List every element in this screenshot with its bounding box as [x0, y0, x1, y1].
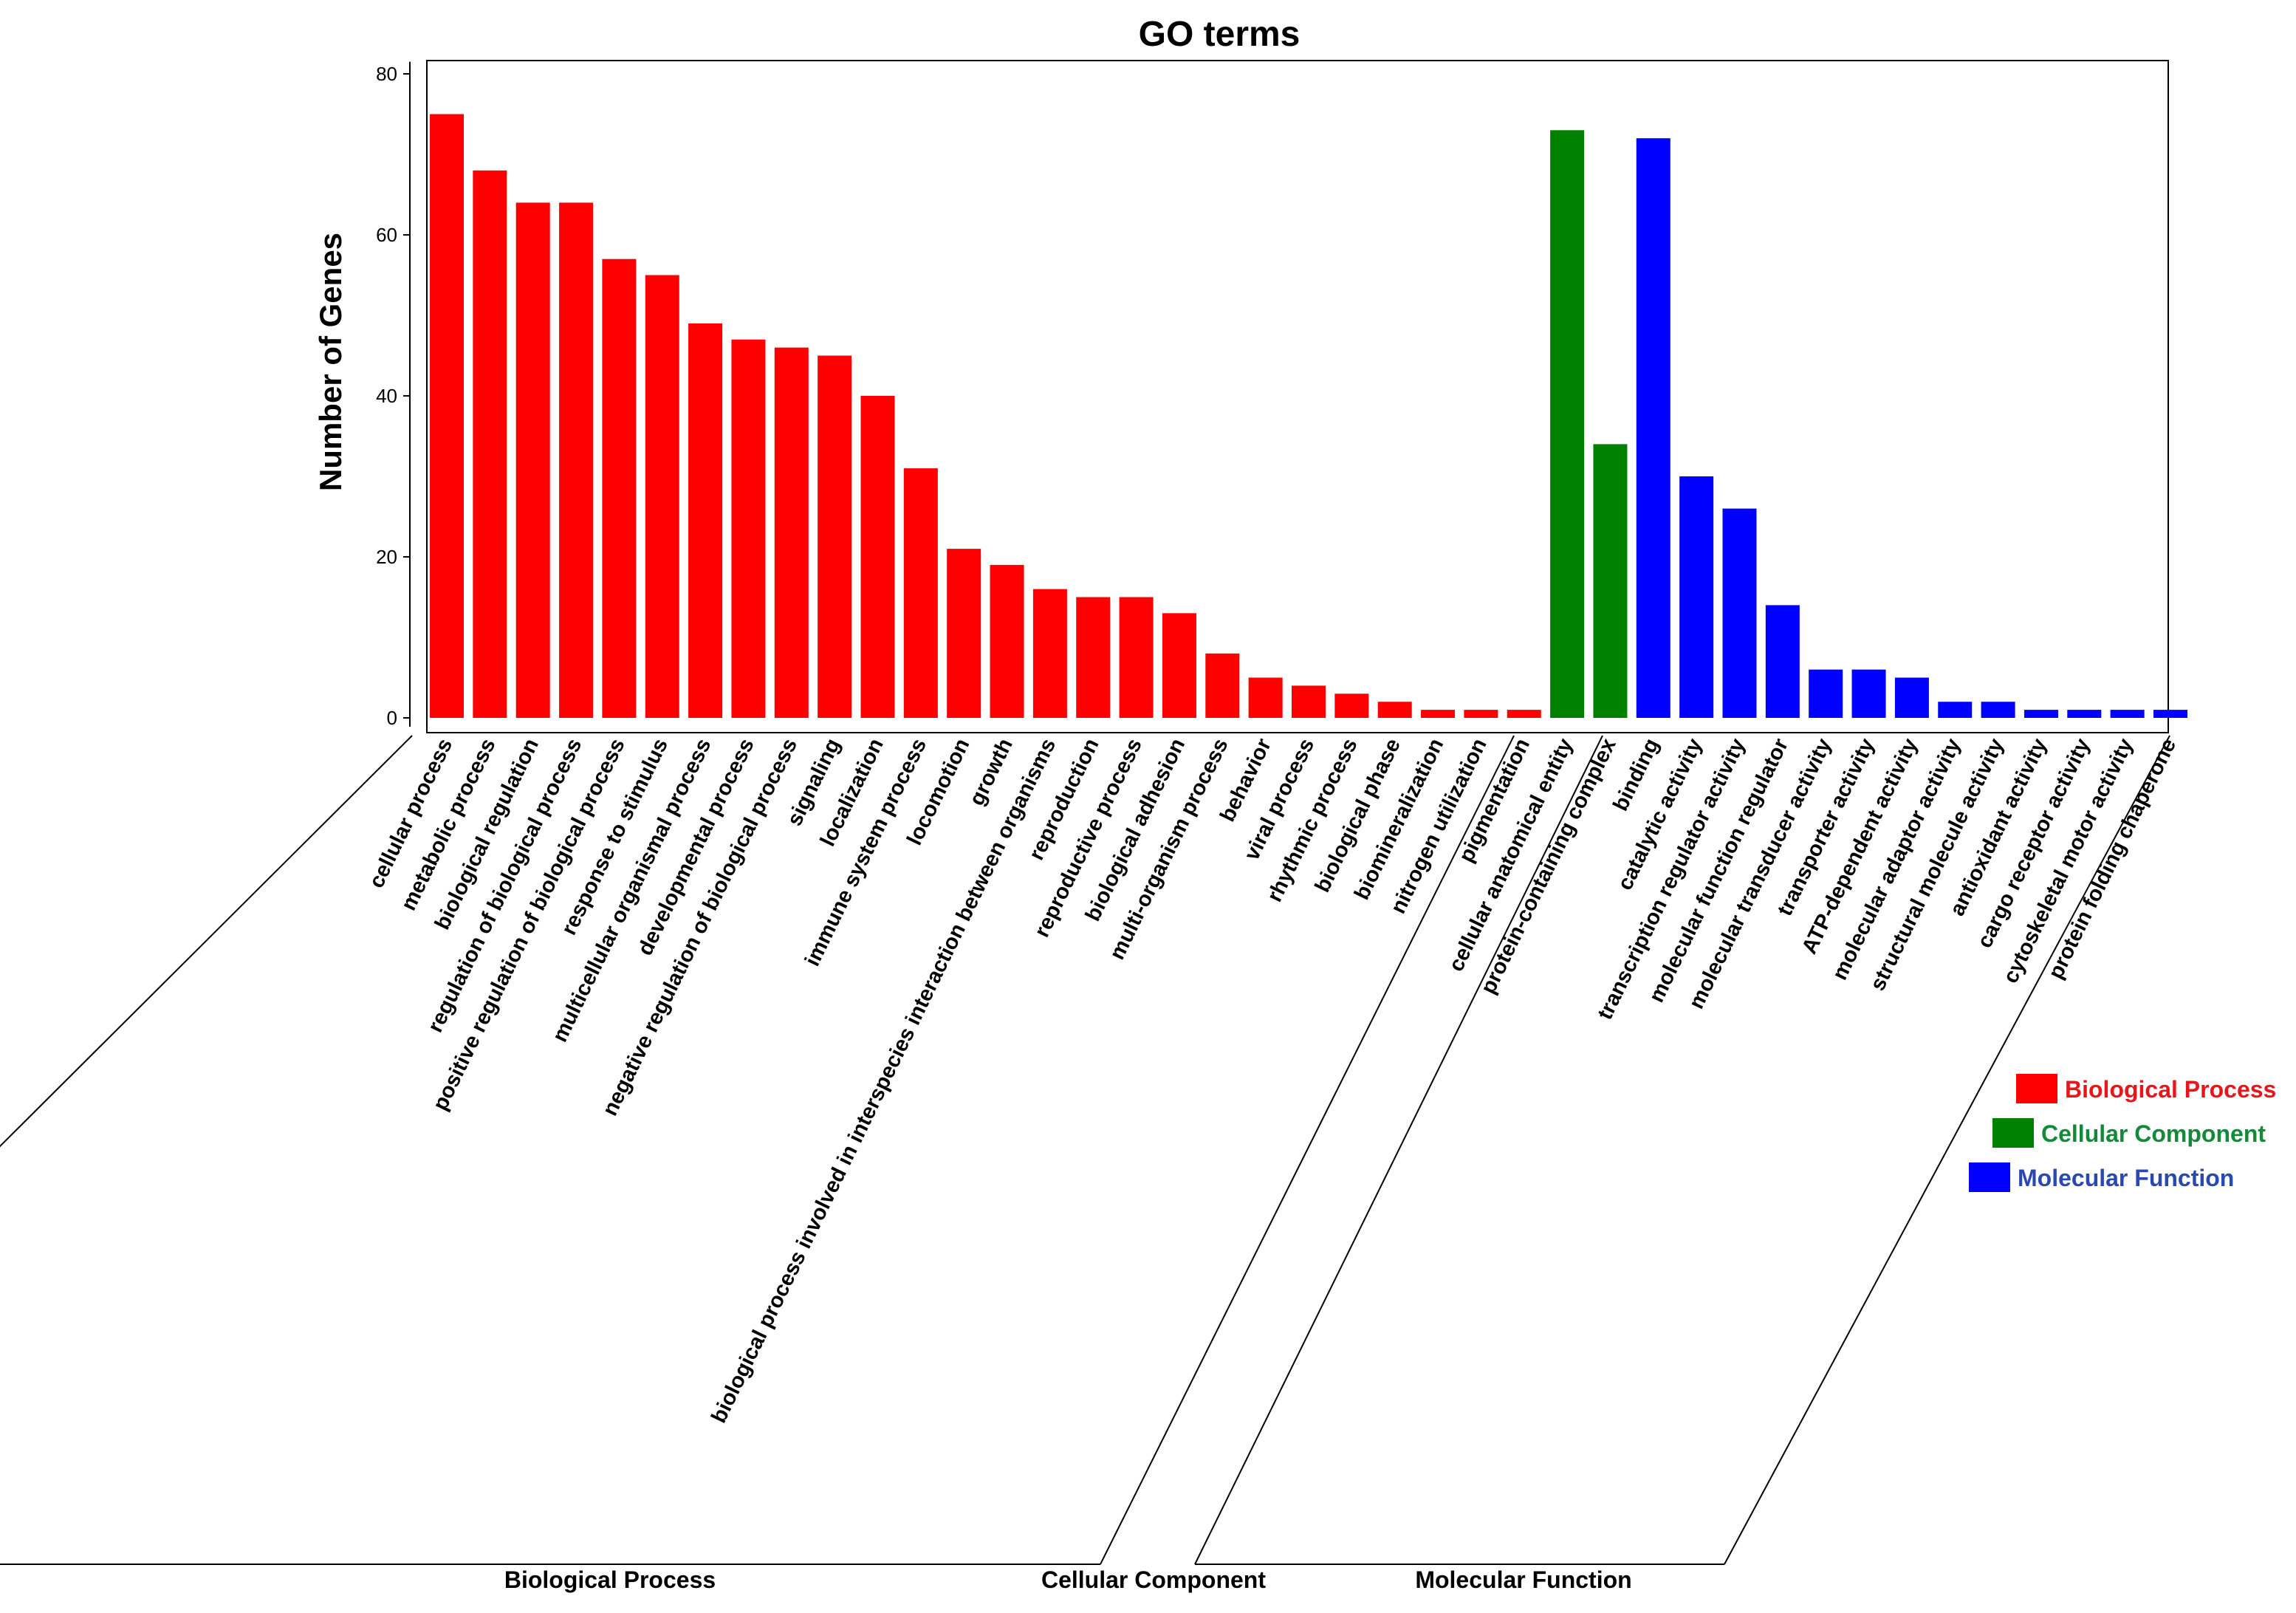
legend-swatch-cellular-component	[1992, 1118, 2034, 1148]
y-axis: 0 20 40 60 80	[376, 61, 411, 729]
bar-reproduction	[1076, 597, 1111, 718]
legend-swatch-molecular-function	[1969, 1162, 2010, 1192]
bar-atp-dependent-activity	[1894, 677, 1929, 718]
bar-growth	[990, 564, 1024, 718]
bar-biological-regulation	[515, 202, 550, 718]
bar-negative-regulation-of-biological-process	[774, 347, 809, 718]
bar-multi-organism-process	[1205, 653, 1240, 718]
bracket-right-diagonal	[1724, 735, 2170, 1565]
bar-biological-process-involved-in-interspecies-interaction-between-organisms	[1032, 589, 1067, 718]
bar-biological-phase	[1377, 702, 1412, 718]
bar-antioxidant-activity	[2023, 710, 2058, 718]
group-label-biological-process: Biological Process	[504, 1566, 716, 1593]
group-label-cellular-component: Cellular Component	[1041, 1566, 1266, 1593]
bar-immune-system-process	[903, 468, 938, 718]
bar-signaling	[818, 355, 852, 718]
bar-behavior	[1248, 677, 1283, 718]
bar-molecular-function-regulator	[1765, 605, 1800, 718]
y-tick-label: 80	[376, 63, 397, 85]
bar-localization	[860, 396, 895, 718]
bar-viral-process	[1292, 685, 1326, 718]
bar-pigmentation	[1507, 710, 1541, 718]
bar-catalytic-activity	[1679, 476, 1714, 718]
bar-nitrogen-utilization	[1464, 710, 1498, 718]
bar-molecular-transducer-activity	[1809, 669, 1843, 718]
bar-locomotion	[947, 549, 981, 718]
bar-cytoskeletal-motor-activity	[2110, 710, 2145, 718]
bar-transcription-regulator-activity	[1722, 508, 1757, 718]
bar-regulation-of-biological-process	[559, 202, 594, 718]
legend-label-molecular-function: Molecular Function	[2018, 1165, 2234, 1191]
y-tick-label: 40	[376, 385, 397, 407]
bracket-bp-cc-diagonal	[1100, 735, 1515, 1565]
legend-label-biological-process: Biological Process	[2065, 1076, 2276, 1103]
bar-cellular-process	[430, 114, 464, 718]
y-tick-label: 20	[376, 546, 397, 568]
bar-response-to-stimulus	[645, 275, 679, 718]
group-label-molecular-function: Molecular Function	[1415, 1566, 1631, 1593]
legend-label-cellular-component: Cellular Component	[2041, 1120, 2266, 1147]
bar-cargo-receptor-activity	[2067, 710, 2102, 718]
legend: Biological Process Cellular Component Mole…	[1969, 1074, 2276, 1192]
group-brackets: Biological Process Cellular Component Mole…	[0, 735, 2170, 1593]
bars	[430, 114, 2187, 719]
plot-frame	[426, 60, 2169, 733]
bar-protein-containing-complex	[1593, 444, 1628, 718]
bar-positive-regulation-of-biological-process	[602, 258, 637, 718]
bar-molecular-adaptor-activity	[1938, 702, 1973, 718]
y-tick-label: 60	[376, 224, 397, 246]
bracket-left-diagonal	[0, 735, 413, 1148]
bar-protein-folding-chaperone	[2153, 710, 2187, 718]
bar-cellular-anatomical-entity	[1550, 130, 1585, 719]
chart-title: GO terms	[1139, 15, 1301, 54]
bracket-cc-mf-diagonal	[1194, 735, 1603, 1565]
bar-rhythmic-process	[1334, 694, 1369, 718]
bar-reproductive-process	[1119, 597, 1154, 718]
bar-biological-adhesion	[1162, 613, 1196, 718]
y-tick-label: 0	[387, 707, 397, 729]
bar-developmental-process	[731, 339, 766, 718]
bar-binding	[1636, 138, 1670, 718]
bar-transporter-activity	[1851, 669, 1886, 718]
bar-biomineralization	[1421, 710, 1456, 718]
bar-metabolic-process	[473, 170, 507, 719]
bar-multicellular-organismal-process	[688, 323, 723, 718]
bar-structural-molecule-activity	[1981, 702, 2015, 718]
y-axis-label: Number of Genes	[313, 233, 348, 491]
legend-swatch-biological-process	[2016, 1074, 2057, 1103]
